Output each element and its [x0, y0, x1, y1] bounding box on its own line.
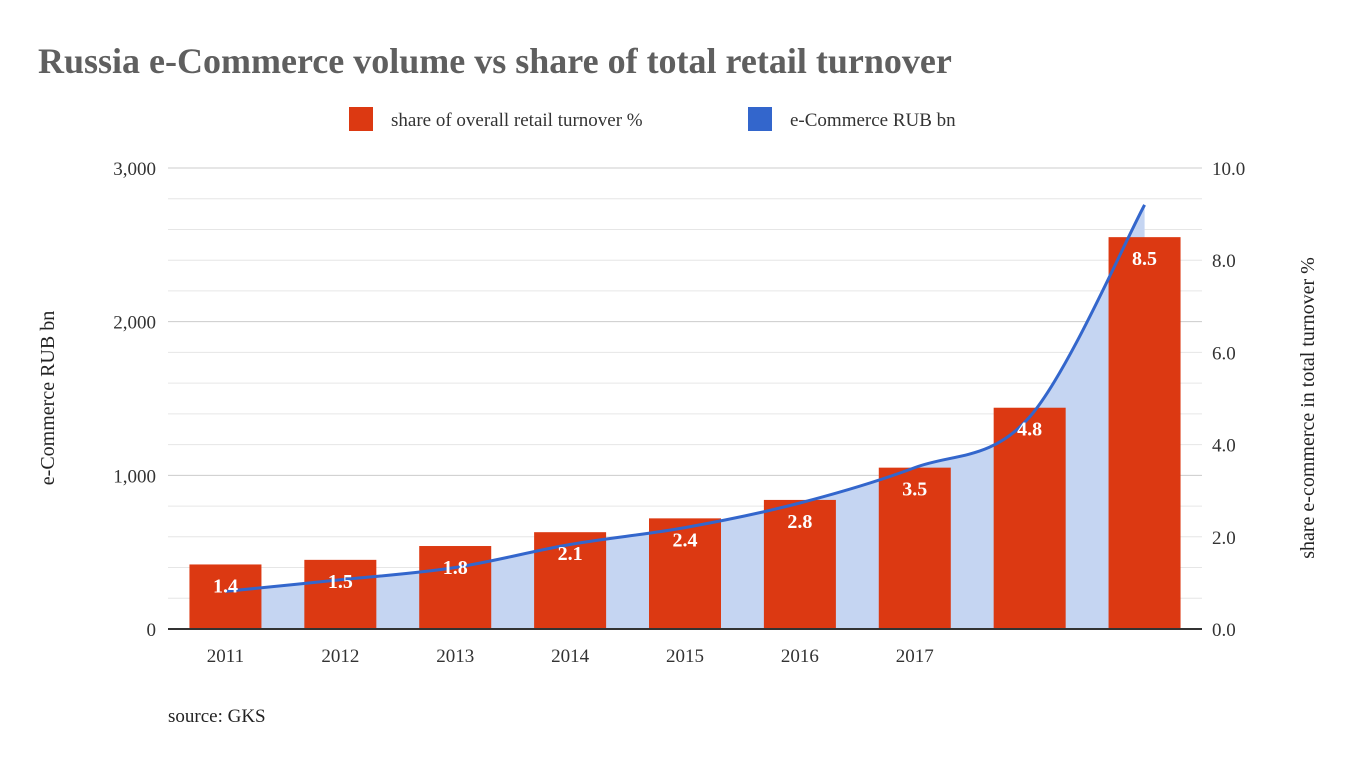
bar-labels: 1.4 1.5 1.8 2.1 2.4 2.8 3.5 4.8 8.5 [213, 248, 1157, 597]
bar-value-label: 8.5 [1132, 248, 1157, 270]
y2-tick-label: 0.0 [1212, 620, 1236, 641]
bar [304, 559, 377, 629]
y2-tick-label: 10.0 [1212, 159, 1245, 180]
x-tick-label: 2012 [321, 646, 359, 667]
bar-value-label: 1.8 [443, 557, 468, 579]
chart-title: Russia e-Commerce volume vs share of tot… [38, 41, 952, 81]
bar [189, 564, 262, 629]
bar [878, 467, 951, 629]
right-axis-ticks: 0.0 2.0 4.0 6.0 8.0 10.0 [1212, 159, 1245, 641]
bar [993, 407, 1066, 629]
bar-value-label: 2.1 [558, 543, 583, 565]
ecommerce-line [225, 204, 1146, 593]
bar-value-label: 2.4 [673, 529, 698, 551]
x-tick-label: 2016 [781, 646, 819, 667]
right-axis-title: share e-commerce in total turnover % [1297, 257, 1319, 559]
legend-label-ecommerce: e-Commerce RUB bn [790, 110, 956, 131]
bar [649, 518, 721, 629]
x-tick-label: 2013 [436, 646, 474, 667]
x-tick-label: 2011 [207, 646, 244, 667]
bar [763, 499, 836, 629]
left-axis-title: e-Commerce RUB bn [37, 311, 59, 485]
legend-label-share: share of overall retail turnover % [391, 110, 643, 131]
y2-tick-label: 2.0 [1212, 528, 1236, 549]
bar-value-label: 1.5 [328, 571, 353, 593]
y2-tick-label: 6.0 [1212, 343, 1236, 364]
bar [419, 546, 492, 629]
bar-value-label: 2.8 [787, 511, 812, 533]
gridlines [168, 167, 1202, 599]
bar-value-label: 1.4 [213, 575, 238, 597]
y2-tick-label: 8.0 [1212, 251, 1236, 272]
x-tick-label: 2015 [666, 646, 704, 667]
bar-value-label: 4.8 [1017, 419, 1042, 441]
y2-tick-label: 4.0 [1212, 436, 1236, 457]
source-note: source: GKS [168, 706, 266, 727]
left-axis-ticks: 0 1,000 2,000 3,000 [113, 159, 156, 641]
bar-value-label: 3.5 [902, 479, 927, 501]
y-tick-label: 3,000 [113, 159, 156, 180]
y-tick-label: 1,000 [113, 466, 156, 487]
legend: share of overall retail turnover % e-Com… [349, 107, 956, 131]
x-tick-label: 2014 [551, 646, 590, 667]
x-tick-label: 2017 [896, 646, 934, 667]
y-tick-label: 2,000 [113, 313, 156, 334]
legend-swatch-share [349, 107, 373, 131]
bar [1108, 237, 1181, 629]
x-axis-ticks: 2011 2012 2013 2014 2015 2016 2017 [207, 646, 934, 667]
y-tick-label: 0 [147, 620, 157, 641]
legend-swatch-ecommerce [748, 107, 772, 131]
